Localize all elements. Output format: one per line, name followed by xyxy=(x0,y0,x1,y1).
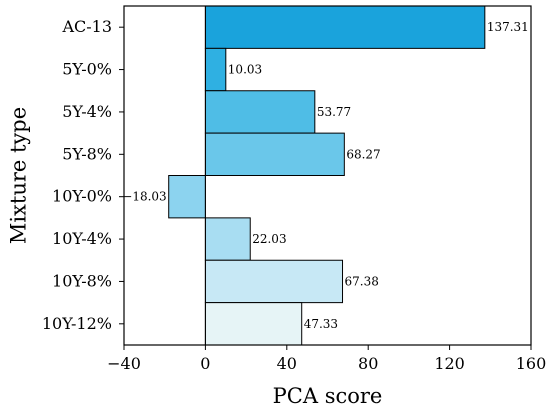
bar-1 xyxy=(204,47,227,92)
bars-layer xyxy=(168,5,486,346)
x-tick-label-0: −40 xyxy=(107,354,141,373)
bar-4 xyxy=(168,175,206,219)
x-tick-label-2: 40 xyxy=(277,354,297,373)
category-label-3: 5Y-8% xyxy=(62,144,112,163)
bar-7 xyxy=(204,302,303,346)
category-label-7: 10Y-12% xyxy=(42,314,112,333)
category-labels: AC-13 5Y-0% 5Y-4% 5Y-8% 10Y-0% 10Y-4% 10Y-8% 10… xyxy=(42,17,124,333)
value-label-4: −18.03 xyxy=(122,190,166,204)
value-label-5: 22.03 xyxy=(252,232,286,246)
bar-0 xyxy=(204,5,486,49)
category-label-4: 10Y-0% xyxy=(52,187,112,206)
category-label-2: 5Y-4% xyxy=(62,102,112,121)
x-tick-label-3: 80 xyxy=(358,354,378,373)
value-label-2: 53.77 xyxy=(317,105,351,119)
value-label-0: 137.31 xyxy=(487,20,529,34)
value-label-1: 10.03 xyxy=(228,63,262,77)
category-label-0: AC-13 xyxy=(61,17,112,36)
plot-frame xyxy=(123,5,532,346)
x-tick-label-1: 0 xyxy=(200,354,210,373)
value-labels: 137.31 10.03 53.77 68.27 −18.03 22.03 67.38 47.… xyxy=(122,20,529,331)
x-axis-ticks: −40 0 40 80 120 160 xyxy=(107,345,546,373)
value-label-3: 68.27 xyxy=(346,147,380,161)
category-label-1: 5Y-0% xyxy=(62,60,112,79)
value-label-6: 67.38 xyxy=(345,274,379,288)
bar-5 xyxy=(204,217,251,261)
x-axis-title: PCA score xyxy=(273,384,383,408)
x-tick-label-5: 160 xyxy=(516,354,547,373)
y-axis-title: Mixture type xyxy=(7,107,31,244)
category-label-6: 10Y-8% xyxy=(52,271,112,290)
x-tick-label-4: 120 xyxy=(434,354,465,373)
value-label-7: 47.33 xyxy=(304,317,338,331)
bar-3 xyxy=(204,132,345,176)
category-label-5: 10Y-4% xyxy=(52,229,112,248)
bar-6 xyxy=(204,259,344,304)
bar-2 xyxy=(204,90,316,134)
